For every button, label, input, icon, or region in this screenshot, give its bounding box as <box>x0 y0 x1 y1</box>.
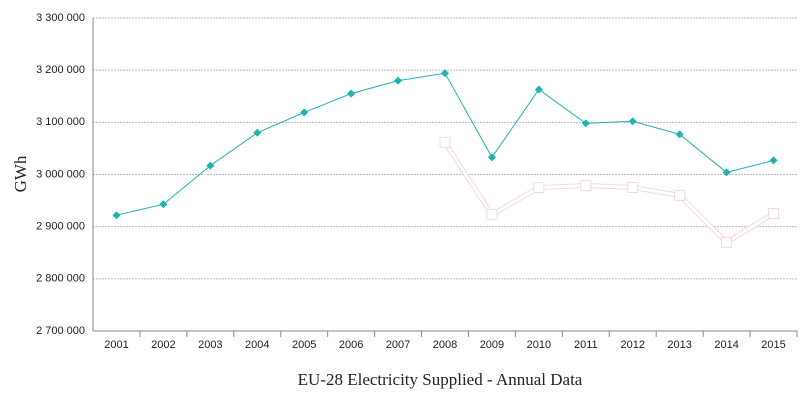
x-tick-label: 2006 <box>339 339 363 351</box>
y-axis-label: GWh <box>11 155 30 192</box>
x-tick-label: 2005 <box>292 339 316 351</box>
point <box>206 161 215 170</box>
x-tick-label: 2014 <box>714 339 738 351</box>
point <box>674 189 686 201</box>
x-tick-label: 2003 <box>198 339 222 351</box>
point <box>627 182 639 194</box>
point <box>675 130 684 139</box>
x-tick-label: 2015 <box>761 339 785 351</box>
point <box>300 108 309 117</box>
point <box>580 179 592 191</box>
y-tick-label: 3 000 000 <box>36 168 85 180</box>
y-tick-label: 2 800 000 <box>36 273 85 285</box>
x-tick-label: 2004 <box>245 339 269 351</box>
point <box>112 211 121 220</box>
y-tick-label: 3 100 000 <box>36 116 85 128</box>
x-tick-label: 2001 <box>104 339 128 351</box>
point <box>721 236 733 248</box>
point <box>347 89 356 98</box>
y-tick-label: 3 300 000 <box>36 12 85 24</box>
series-line-core <box>443 141 775 245</box>
y-tick-label: 3 200 000 <box>36 64 85 76</box>
x-tick-label: 2009 <box>480 339 504 351</box>
point <box>487 153 496 162</box>
x-tick-label: 2010 <box>527 339 551 351</box>
point <box>768 208 780 220</box>
x-tick-label: 2002 <box>151 339 175 351</box>
point <box>581 119 590 128</box>
x-tick-label: 2007 <box>386 339 410 351</box>
x-tick-label: 2012 <box>620 339 644 351</box>
point <box>486 209 498 221</box>
y-tick-label: 2 900 000 <box>36 221 85 233</box>
point <box>534 85 543 94</box>
point <box>253 128 262 137</box>
point <box>533 182 545 194</box>
point <box>628 117 637 126</box>
point <box>439 137 451 149</box>
x-tick-label: 2013 <box>667 339 691 351</box>
x-tick-label: 2008 <box>433 339 457 351</box>
chart-title: EU-28 Electricity Supplied - Annual Data <box>298 370 583 389</box>
y-tick-label: 2 700 000 <box>36 325 85 337</box>
point <box>441 69 449 78</box>
point <box>769 156 778 165</box>
point <box>722 168 731 177</box>
point <box>159 200 168 209</box>
point <box>394 76 403 85</box>
x-tick-label: 2011 <box>574 339 598 351</box>
